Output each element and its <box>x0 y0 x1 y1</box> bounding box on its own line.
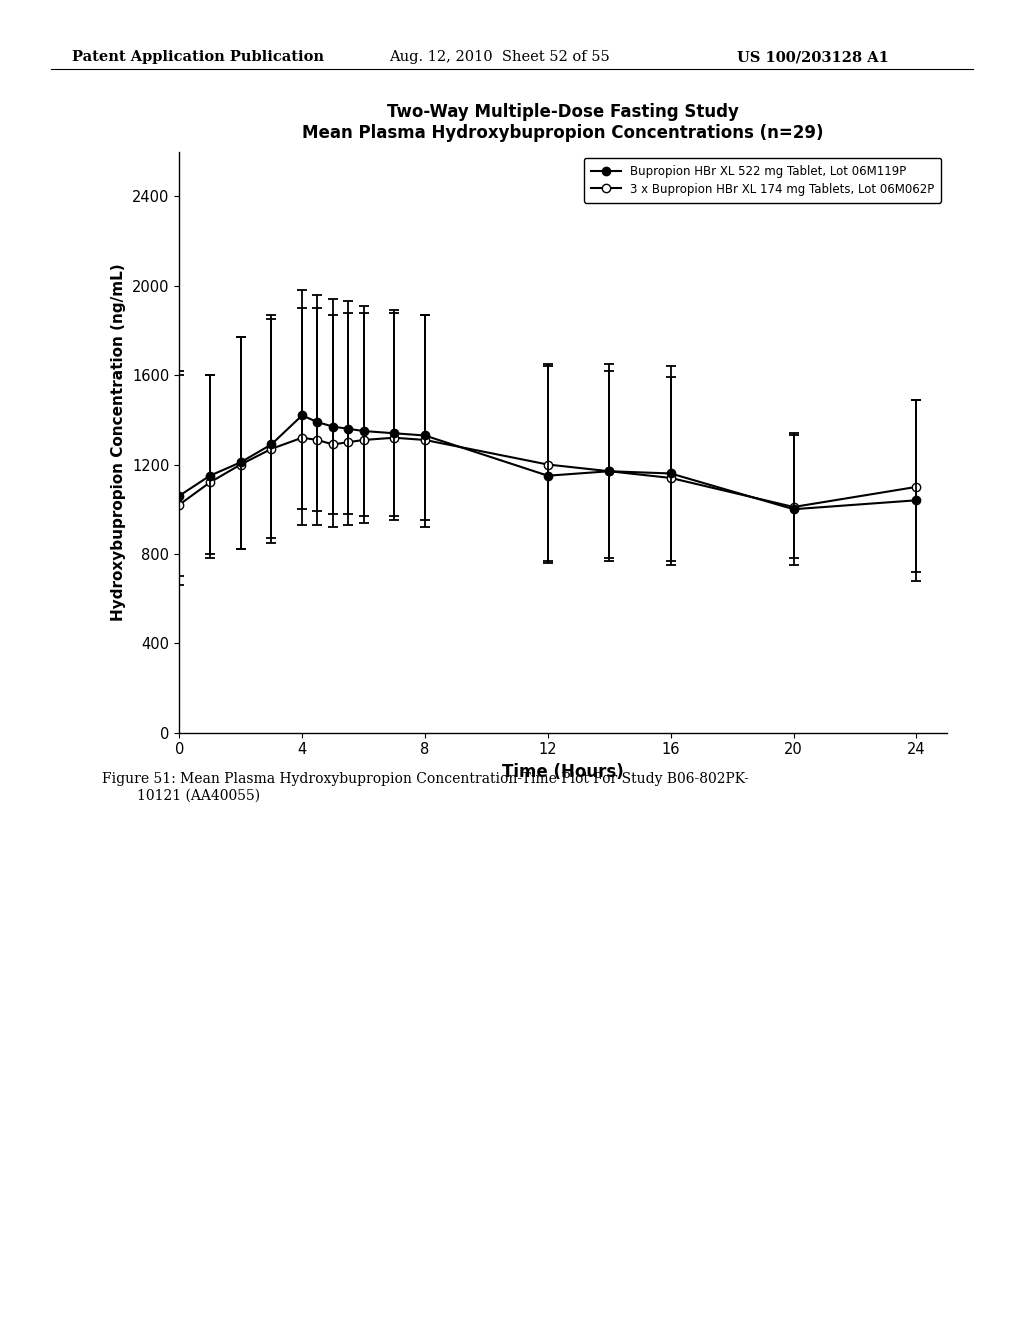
Title: Two-Way Multiple-Dose Fasting Study
Mean Plasma Hydroxybupropion Concentrations : Two-Way Multiple-Dose Fasting Study Mean… <box>302 103 824 143</box>
Text: Aug. 12, 2010  Sheet 52 of 55: Aug. 12, 2010 Sheet 52 of 55 <box>389 50 610 65</box>
Text: US 100/203128 A1: US 100/203128 A1 <box>737 50 889 65</box>
X-axis label: Time (Hours): Time (Hours) <box>503 763 624 781</box>
Text: Figure 51: Mean Plasma Hydroxybupropion Concentration-Time Plot For Study B06-80: Figure 51: Mean Plasma Hydroxybupropion … <box>102 772 750 803</box>
Legend: Bupropion HBr XL 522 mg Tablet, Lot 06M119P, 3 x Bupropion HBr XL 174 mg Tablets: Bupropion HBr XL 522 mg Tablet, Lot 06M1… <box>584 157 941 202</box>
Y-axis label: Hydroxybupropion Concentration (ng/mL): Hydroxybupropion Concentration (ng/mL) <box>112 264 126 620</box>
Text: Patent Application Publication: Patent Application Publication <box>72 50 324 65</box>
